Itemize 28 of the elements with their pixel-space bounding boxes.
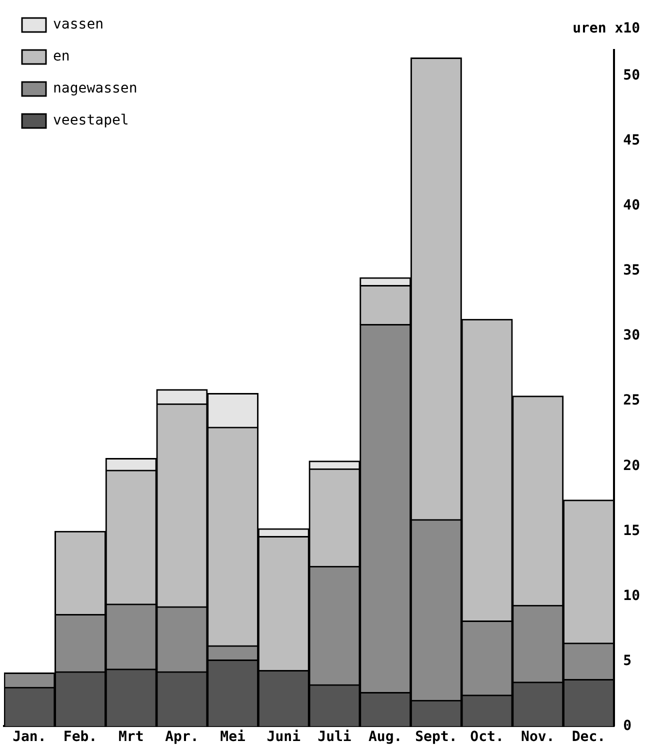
x-tick-label: Sept. <box>415 729 458 746</box>
y-tick-label: 10 <box>623 588 640 604</box>
x-tick-label: Dec. <box>572 729 606 746</box>
x-tick-label: Mrt <box>118 729 144 746</box>
y-tick-label: 40 <box>623 198 640 214</box>
legend-label: en <box>53 48 70 65</box>
legend-label: veestapel <box>53 112 129 129</box>
y-tick-label: 5 <box>623 652 632 669</box>
y-tick-label: 45 <box>623 132 640 149</box>
y-tick-label: 25 <box>623 392 640 409</box>
y-tick-label: 20 <box>623 458 640 474</box>
y-axis-title: uren x10 <box>572 20 640 37</box>
x-tick-label: Juni <box>266 729 301 746</box>
x-tick-label: Mei <box>220 729 246 746</box>
x-tick-label: Jan. <box>12 729 46 746</box>
y-tick-label: 35 <box>623 262 640 279</box>
y-tick-label: 0 <box>623 718 632 734</box>
x-tick-label: Juli <box>318 729 352 746</box>
legend-label: vassen <box>53 16 104 33</box>
y-tick-label: 50 <box>623 68 640 84</box>
y-tick-label: 30 <box>623 328 640 344</box>
legend-label: nagewassen <box>53 80 138 97</box>
x-tick-label: Nov. <box>521 729 555 746</box>
x-tick-label: Aug. <box>368 729 402 746</box>
y-tick-label: 15 <box>623 522 640 539</box>
x-tick-label: Feb. <box>63 729 98 746</box>
x-tick-label: Oct. <box>470 729 504 746</box>
x-tick-label: Apr. <box>165 729 199 746</box>
